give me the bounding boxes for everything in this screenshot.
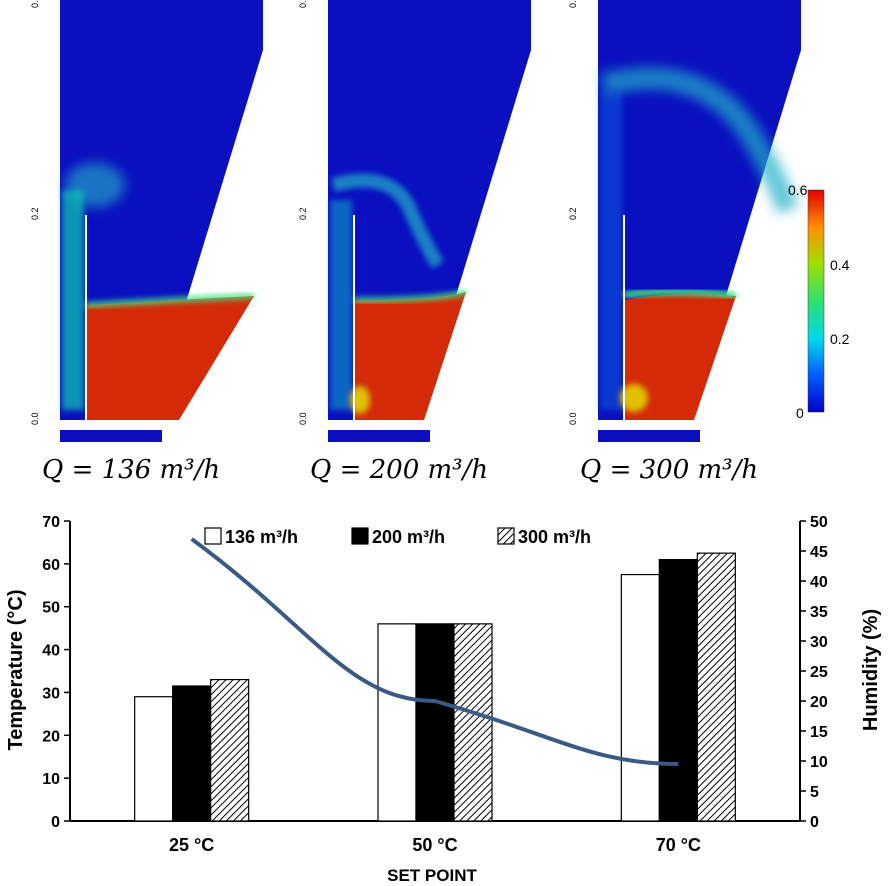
y-tick-label: 20: [42, 728, 60, 745]
bar-white-2: [620, 573, 660, 822]
y-tick-label: 50: [42, 600, 60, 617]
bar-white-1: [377, 623, 417, 822]
interface-band: [85, 293, 255, 308]
flow-label-300: Q = 300 m³/h: [580, 455, 758, 485]
y-tick-label: 70: [42, 514, 60, 531]
y2-tick-label: 50: [810, 514, 828, 531]
y2-tick-label: 30: [810, 634, 828, 651]
y2-axis-title: Humidity (%): [860, 609, 882, 731]
legend-label: 300 m³/h: [518, 527, 591, 547]
y-tick-label: 60: [42, 557, 60, 574]
y-tick-0.0: 0.0: [298, 412, 308, 425]
hot-spot: [620, 384, 648, 412]
colorbar-gradient: [807, 189, 825, 413]
y-tick-0.4: 0.4: [30, 0, 40, 8]
simulation-panel-300: 0.4 0.2 0.0 Q = 300 m³/h: [568, 0, 801, 485]
interface-band: [353, 289, 467, 303]
y-tick-label: 0: [51, 814, 60, 831]
x-tick-label: 70 °C: [656, 835, 701, 855]
warm-layer: [624, 293, 736, 420]
humidity-line-group: [190, 537, 679, 766]
plume-arc: [331, 173, 445, 269]
floor-strip: [328, 430, 430, 442]
flow-label-136: Q = 136 m³/h: [42, 455, 220, 485]
temperature-humidity-chart: 0 10 20 30 40 50 60 70 0 5 10 15 20 25 30 35 40 45 50 25 °C…: [5, 514, 882, 885]
y-tick-0.0: 0.0: [568, 412, 578, 425]
y-tick-0.4: 0.4: [568, 0, 578, 8]
plume-column: [600, 90, 622, 410]
bar-hatched-0: [210, 678, 250, 822]
bar-white-0: [134, 696, 174, 822]
simulation-panel-200: 0.4 0.2 0.0 Q = 200 m³/h: [298, 0, 531, 485]
y2-tick-label: 5: [810, 784, 819, 801]
plume-column: [330, 200, 352, 410]
y-tick-label: 10: [42, 771, 60, 788]
y2-tick-label: 10: [810, 754, 828, 771]
y2-tick-label: 20: [810, 694, 828, 711]
y2-tick-label: 35: [810, 604, 828, 621]
legend-swatch-hatched: [497, 527, 515, 545]
bar-black-2: [658, 558, 698, 822]
y2-tick-label: 0: [810, 814, 819, 831]
y-tick-label: 30: [42, 685, 60, 702]
bar-black-0: [172, 685, 212, 822]
x-tick-label: 50 °C: [412, 835, 457, 855]
humidity-line: [190, 537, 679, 766]
y-tick-0.4: 0.4: [298, 0, 308, 8]
floor-strip: [60, 430, 162, 442]
warm-layer: [86, 296, 254, 420]
legend: 136 m³/h 200 m³/h 300 m³/h: [204, 527, 591, 547]
legend-swatch-white: [204, 527, 222, 545]
legend-label: 200 m³/h: [372, 527, 445, 547]
y-tick-label: 40: [42, 643, 60, 660]
colorbar-tick-0.6: 0.6: [788, 182, 808, 198]
y2-tick-label: 15: [810, 724, 828, 741]
floor-line: [328, 420, 430, 422]
floor-line: [598, 420, 700, 422]
y-tick-0.2: 0.2: [30, 207, 40, 220]
colorbar-tick-0.4: 0.4: [830, 257, 850, 273]
y2-tick-label: 40: [810, 574, 828, 591]
warm-layer: [354, 292, 466, 420]
x-tick-label: 25 °C: [169, 835, 214, 855]
ticks: 0 10 20 30 40 50 60 70 0 5 10 15 20 25 30 35 40 45 50 25 °C…: [42, 514, 828, 855]
y-tick-0.2: 0.2: [568, 207, 578, 220]
colorbar-tick-0.2: 0.2: [830, 331, 850, 347]
legend-label: 136 m³/h: [225, 527, 298, 547]
floor-line: [60, 420, 162, 422]
floor-strip: [598, 430, 700, 442]
y-tick-0.0: 0.0: [30, 412, 40, 425]
y-tick-0.2: 0.2: [298, 207, 308, 220]
colorbar-tick-0: 0: [796, 405, 804, 421]
bar-hatched-2: [696, 552, 736, 822]
interface-band: [623, 288, 737, 300]
plume-arc: [600, 67, 799, 214]
bars: [134, 552, 736, 822]
bar-black-1: [415, 623, 455, 822]
simulation-panel-136: 0.4 0.2 0.0 Q = 136 m³/h: [30, 0, 263, 485]
flow-label-200: Q = 200 m³/h: [310, 455, 488, 485]
bar-hatched-1: [453, 623, 493, 822]
y-axis-title: Temperature (°C): [5, 590, 27, 751]
plume-column: [62, 190, 84, 410]
y2-tick-label: 45: [810, 544, 828, 561]
x-axis-title: SET POINT: [387, 866, 477, 885]
y2-tick-label: 25: [810, 664, 828, 681]
colorbar: 0.6 0.4 0.2 0: [788, 182, 850, 421]
legend-swatch-black: [351, 527, 369, 545]
